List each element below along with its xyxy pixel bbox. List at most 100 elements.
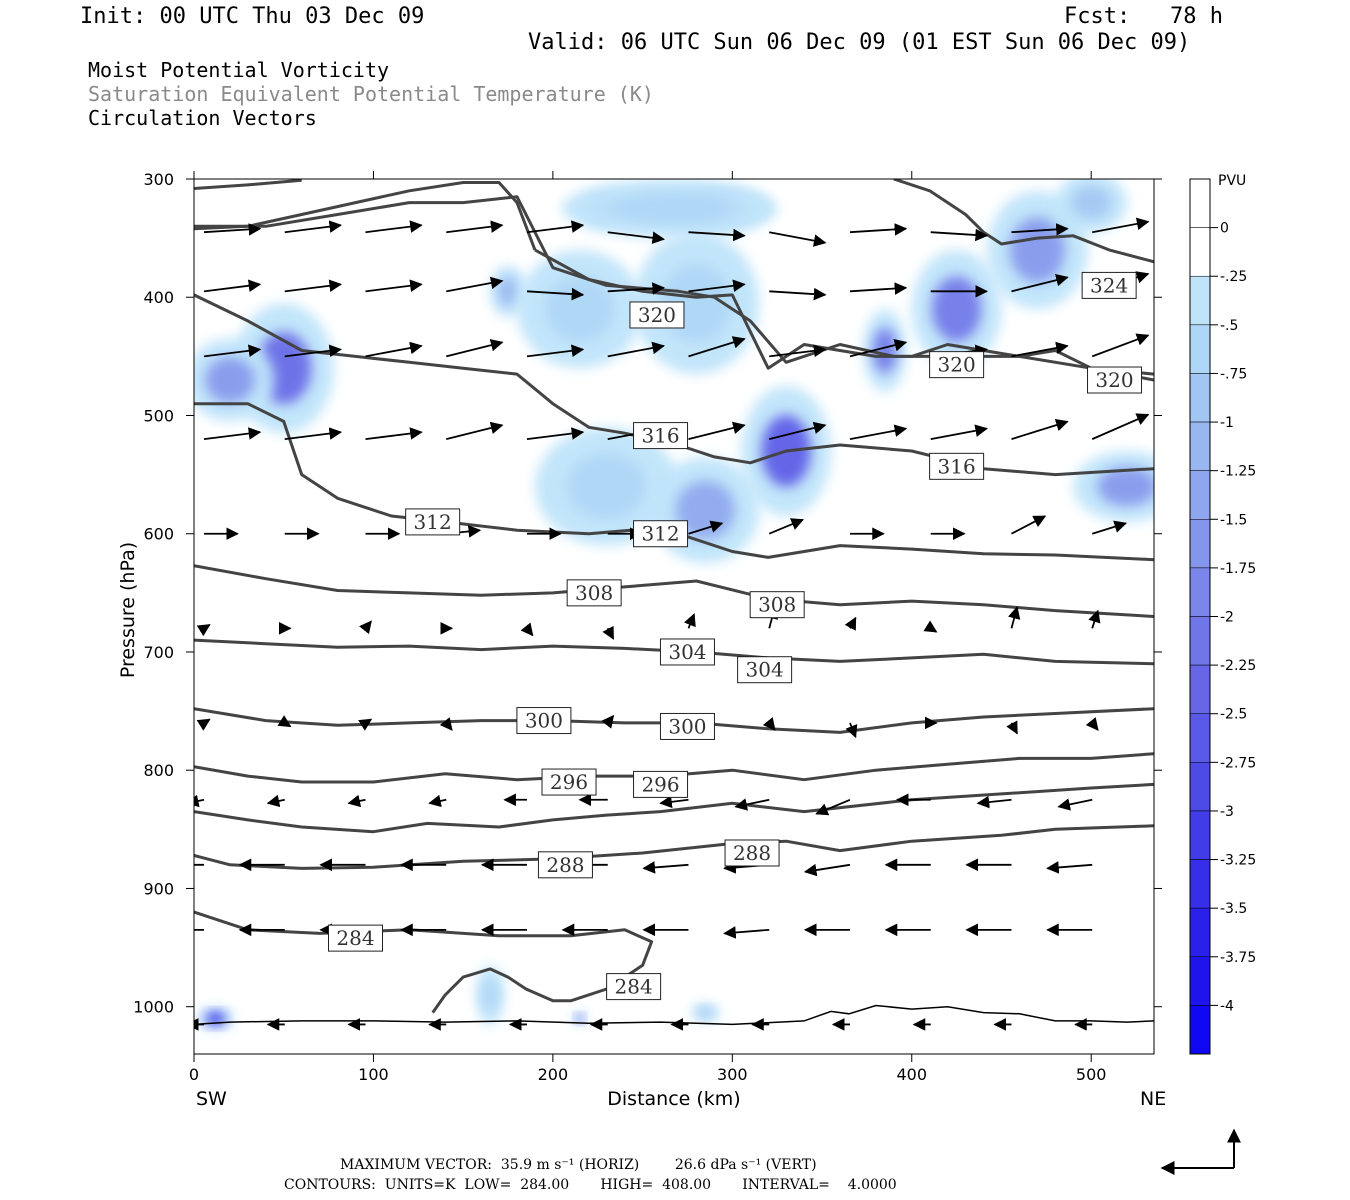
y-tick-label: 600 xyxy=(143,525,174,544)
x-tick-label: 200 xyxy=(538,1065,569,1084)
plot-frame xyxy=(193,178,1155,1055)
circulation-vector xyxy=(688,228,746,242)
pv-blob-core xyxy=(482,978,498,1012)
circulation-vector xyxy=(734,798,770,811)
colorbar-label: -2.25 xyxy=(1220,658,1256,674)
contour-label-box xyxy=(566,579,622,607)
colorbar-swatch xyxy=(1189,373,1211,423)
circulation-vector xyxy=(203,279,262,293)
theta-contour-316 xyxy=(194,293,1154,477)
contour-label-box xyxy=(1087,366,1143,394)
circulation-vector xyxy=(659,795,689,809)
circulation-vector xyxy=(769,344,827,358)
colorbar-swatch xyxy=(1189,810,1211,860)
contour-label: 320 xyxy=(638,303,676,327)
contour-label-box xyxy=(749,591,805,619)
y-tick-label: 700 xyxy=(143,643,174,662)
x-endpoint-right: NE xyxy=(1140,1088,1166,1110)
theta-contour-324 xyxy=(194,181,537,251)
pv-blob-core xyxy=(567,453,647,519)
circulation-vector xyxy=(1011,273,1069,293)
contour-label: 304 xyxy=(668,640,706,664)
circulation-vector xyxy=(849,223,908,236)
circulation-vector xyxy=(1088,609,1101,629)
pv-blob-core xyxy=(1071,186,1111,219)
contours-footer: CONTOURS: UNITS=K LOW= 284.00 HIGH= 408.… xyxy=(284,1177,897,1193)
x-tick-label: 100 xyxy=(358,1065,389,1084)
circulation-vector xyxy=(976,795,1012,809)
circulation-vector xyxy=(347,794,366,808)
contour-label: 320 xyxy=(1095,368,1133,392)
colorbar-label: -1.25 xyxy=(1220,464,1256,480)
colorbar-swatch xyxy=(1189,762,1211,812)
terrain-line xyxy=(194,1004,1154,1026)
x-endpoint-left: SW xyxy=(196,1088,227,1110)
axes: 300 400 500 600 700 800 900 1000 0 100 200 300 400 50… xyxy=(133,170,1162,1084)
x-axis-title: Distance (km) xyxy=(607,1088,740,1110)
circulation-vector xyxy=(1085,717,1099,731)
contour-label: 304 xyxy=(746,658,784,682)
circulation-vector xyxy=(203,223,262,236)
pv-blob-core xyxy=(1009,217,1065,283)
pv-blob-core xyxy=(1097,466,1154,506)
theta-contour-328 xyxy=(194,179,302,190)
colorbar-label: -3.5 xyxy=(1220,901,1247,917)
circulation-vector xyxy=(365,220,423,234)
contour-label-box xyxy=(659,712,715,740)
contour-label-box xyxy=(633,770,689,798)
contour-label-box xyxy=(929,351,985,379)
circulation-vector xyxy=(849,282,908,295)
circulation-vector xyxy=(266,794,285,808)
circulation-vector xyxy=(1011,223,1069,236)
contour-label: 284 xyxy=(615,975,653,999)
reference-vector-icon xyxy=(1160,1128,1241,1175)
circulation-vector xyxy=(284,279,342,293)
circulation-vector xyxy=(365,427,423,441)
contour-label-box xyxy=(633,520,689,548)
contour-label: 296 xyxy=(641,772,679,796)
theta-contour-308 xyxy=(194,564,1154,618)
circulation-vector xyxy=(365,341,423,358)
circulation-vector xyxy=(428,794,447,808)
y-axis-title: Pressure (hPa) xyxy=(117,542,139,678)
pv-blob-core xyxy=(545,276,615,342)
y-tick-label: 500 xyxy=(143,406,174,425)
contour-label: 288 xyxy=(546,853,584,877)
circulation-vector xyxy=(768,518,804,535)
colorbar-swatch xyxy=(1189,227,1211,277)
pv-blob-core xyxy=(872,327,897,374)
circulation-vector xyxy=(930,228,988,242)
circulation-vector xyxy=(601,714,615,729)
circulation-vector xyxy=(642,861,689,874)
circulation-vector xyxy=(769,231,827,247)
circulation-vector xyxy=(520,622,534,637)
field-title-pv: Moist Potential Vorticity xyxy=(88,58,390,82)
contour-label: 324 xyxy=(1090,273,1128,297)
colorbar-label: -.25 xyxy=(1220,269,1247,285)
contour-label: 300 xyxy=(668,714,706,738)
circulation-vector xyxy=(365,279,423,293)
colorbar-label: -1.75 xyxy=(1220,561,1256,577)
colorbar-label: -3.25 xyxy=(1220,853,1256,869)
circulation-vector xyxy=(815,798,851,816)
pv-blob-core xyxy=(697,1007,714,1018)
colorbar-swatch xyxy=(1189,664,1211,714)
colorbar-swatch xyxy=(1189,421,1211,471)
circulation-vector xyxy=(439,717,453,731)
contour-label: 284 xyxy=(336,926,374,950)
circulation-vector xyxy=(203,344,262,358)
circulation-vector xyxy=(1091,333,1150,358)
circulation-vector xyxy=(607,231,665,245)
x-tick-label: 0 xyxy=(189,1065,199,1084)
colorbar-label: -2.5 xyxy=(1220,707,1247,723)
contour-label: 312 xyxy=(641,522,679,546)
colorbar-label: -.5 xyxy=(1220,318,1238,334)
pv-blob-core xyxy=(205,1012,226,1026)
circulation-vector xyxy=(684,613,696,629)
colorbar-swatch xyxy=(1189,275,1211,326)
circulation-vector xyxy=(446,339,504,358)
pv-blob-core xyxy=(610,192,729,225)
x-tick-label: 300 xyxy=(717,1065,748,1084)
contour-label-box xyxy=(724,839,780,867)
